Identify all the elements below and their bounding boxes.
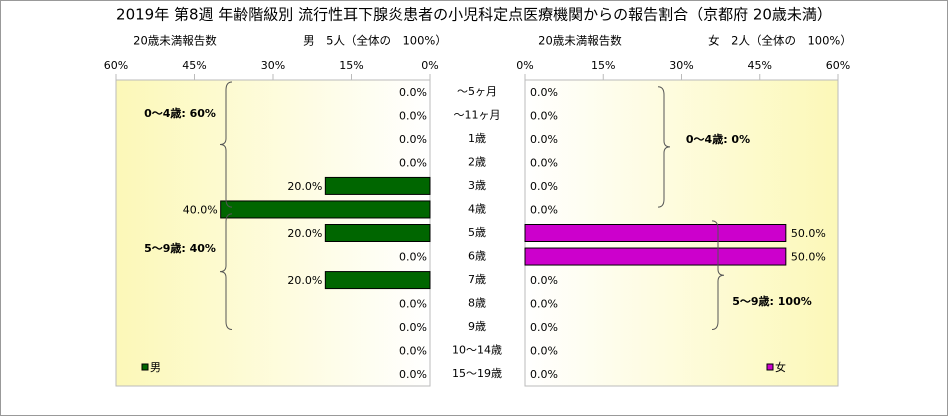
bracket — [657, 86, 671, 208]
bracket — [711, 220, 725, 331]
value-label: 0.0% — [399, 251, 427, 264]
annotation: 5～9歳: 100% — [732, 294, 812, 308]
bar — [220, 200, 431, 219]
bar — [524, 247, 787, 266]
category-label: 7歳 — [468, 273, 486, 286]
bracket — [219, 81, 233, 208]
value-label: 0.0% — [530, 109, 558, 122]
legend-label: 女 — [775, 360, 786, 374]
legend-swatch — [141, 363, 149, 371]
value-label: 0.0% — [530, 133, 558, 146]
value-label: 0.0% — [530, 86, 558, 99]
value-label: 0.0% — [530, 156, 558, 169]
x-tick-label: 30% — [261, 59, 285, 72]
axis-label: 20歳未満報告数 — [538, 34, 622, 48]
value-label: 0.0% — [399, 86, 427, 99]
bracket — [219, 213, 233, 331]
axis-label: 20歳未満報告数 — [133, 34, 217, 48]
category-label: 15～19歳 — [452, 367, 502, 380]
category-label: ～11ヶ月 — [454, 108, 501, 121]
value-label: 50.0% — [791, 227, 826, 240]
value-label: 0.0% — [399, 321, 427, 334]
x-tick-label: 30% — [669, 59, 693, 72]
annotation: 0～4歳: 0% — [686, 132, 750, 146]
value-label: 0.0% — [530, 274, 558, 287]
category-label: 1歳 — [468, 132, 486, 145]
category-label: 4歳 — [468, 202, 486, 215]
bar — [324, 271, 431, 290]
value-label: 50.0% — [791, 251, 826, 264]
value-label: 0.0% — [530, 345, 558, 358]
annotation: 0～4歳: 60% — [144, 106, 216, 120]
value-label: 0.0% — [530, 368, 558, 381]
chart-title: 2019年 第8週 年齢階級別 流行性耳下腺炎患者の小児科定点医療機関からの報告… — [116, 6, 832, 24]
x-tick-label: 60% — [104, 59, 128, 72]
x-tick-label: 15% — [591, 59, 615, 72]
value-label: 20.0% — [287, 180, 322, 193]
x-tick-label: 0% — [421, 59, 438, 72]
category-label: 8歳 — [468, 297, 486, 310]
x-tick-label: 0% — [516, 59, 533, 72]
value-label: 0.0% — [399, 156, 427, 169]
bar — [524, 224, 787, 242]
legend-label: 男 — [150, 361, 161, 374]
value-label: 20.0% — [287, 274, 322, 287]
legend-swatch — [766, 363, 774, 371]
value-label: 0.0% — [530, 298, 558, 311]
value-label: 0.0% — [530, 203, 558, 216]
value-label: 0.0% — [399, 298, 427, 311]
x-tick-label: 45% — [182, 59, 206, 72]
category-label: 9歳 — [468, 320, 486, 333]
category-label: 10～14歳 — [452, 344, 502, 357]
category-label: ～5ヶ月 — [457, 85, 497, 98]
value-label: 0.0% — [399, 133, 427, 146]
bar — [324, 224, 431, 242]
category-label: 2歳 — [468, 155, 486, 168]
category-label: 5歳 — [468, 226, 486, 239]
value-label: 40.0% — [183, 203, 218, 216]
value-label: 20.0% — [287, 227, 322, 240]
value-label: 0.0% — [530, 180, 558, 193]
category-label: 6歳 — [468, 250, 486, 263]
bar — [324, 176, 431, 195]
value-label: 0.0% — [399, 345, 427, 358]
subtitle: 男 5人（全体の 100%） — [303, 34, 447, 48]
x-tick-label: 15% — [339, 59, 363, 72]
subtitle: 女 2人（全体の 100%） — [708, 34, 852, 48]
value-label: 0.0% — [399, 368, 427, 381]
x-tick-label: 60% — [826, 59, 850, 72]
value-label: 0.0% — [399, 109, 427, 122]
value-label: 0.0% — [530, 321, 558, 334]
category-label: 3歳 — [468, 179, 486, 192]
x-tick-label: 45% — [748, 59, 772, 72]
annotation: 5～9歳: 40% — [144, 241, 216, 255]
